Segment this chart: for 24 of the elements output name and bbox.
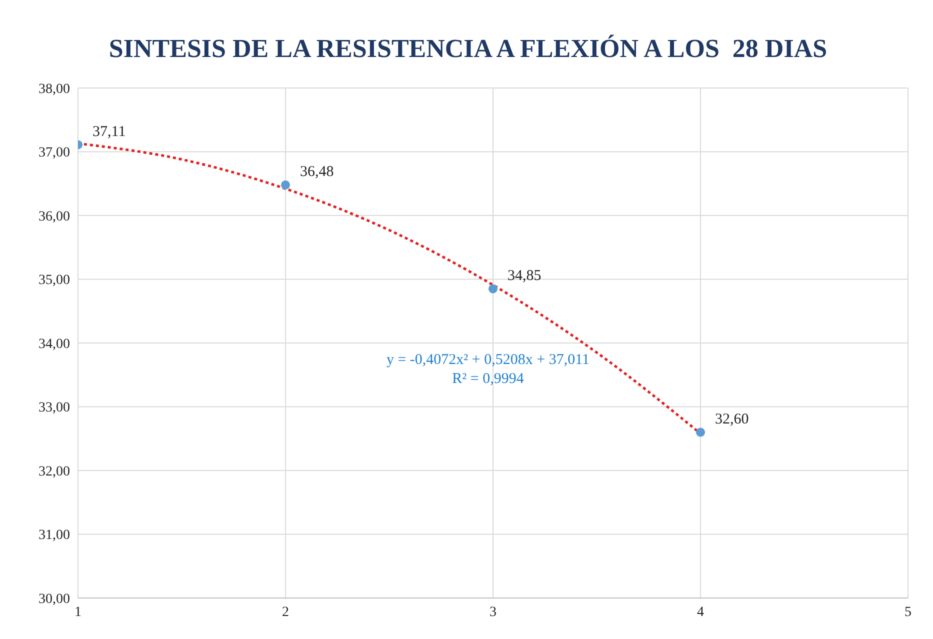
y-tick-label: 32,00 (38, 464, 70, 480)
annotation: y = -0,4072x² + 0,5208x + 37,011 (385, 351, 591, 370)
x-tick-label: 5 (904, 604, 912, 620)
annotation: R² = 0,9994 (451, 370, 525, 389)
y-tick-label: 31,00 (38, 528, 70, 544)
data-label: 37,11 (92, 124, 126, 140)
y-tick-label: 33,00 (38, 400, 70, 416)
y-tick-label: 36,00 (38, 209, 70, 224)
data-label: 34,85 (508, 268, 542, 284)
point (488, 284, 498, 294)
x-tick-label: 1 (74, 604, 82, 620)
x-tick-label: 3 (490, 604, 496, 620)
data-label: 36,48 (300, 164, 334, 180)
y-tick-label: 38,00 (38, 82, 70, 97)
y-tick-label: 37,00 (38, 146, 70, 161)
data-label: 32,60 (715, 412, 749, 428)
chart-title: SINTESIS DE LA RESISTENCIA A FLEXIÓN A LOS 28 DIAS (108, 33, 828, 65)
y-tick-label: 30,00 (38, 592, 70, 607)
x-tick-label: 2 (282, 604, 289, 620)
y-tick-label: 34,00 (38, 336, 70, 352)
x-tick-label: 4 (697, 604, 704, 620)
point (280, 180, 290, 190)
point (696, 428, 706, 437)
y-tick-label: 35,00 (38, 273, 70, 288)
